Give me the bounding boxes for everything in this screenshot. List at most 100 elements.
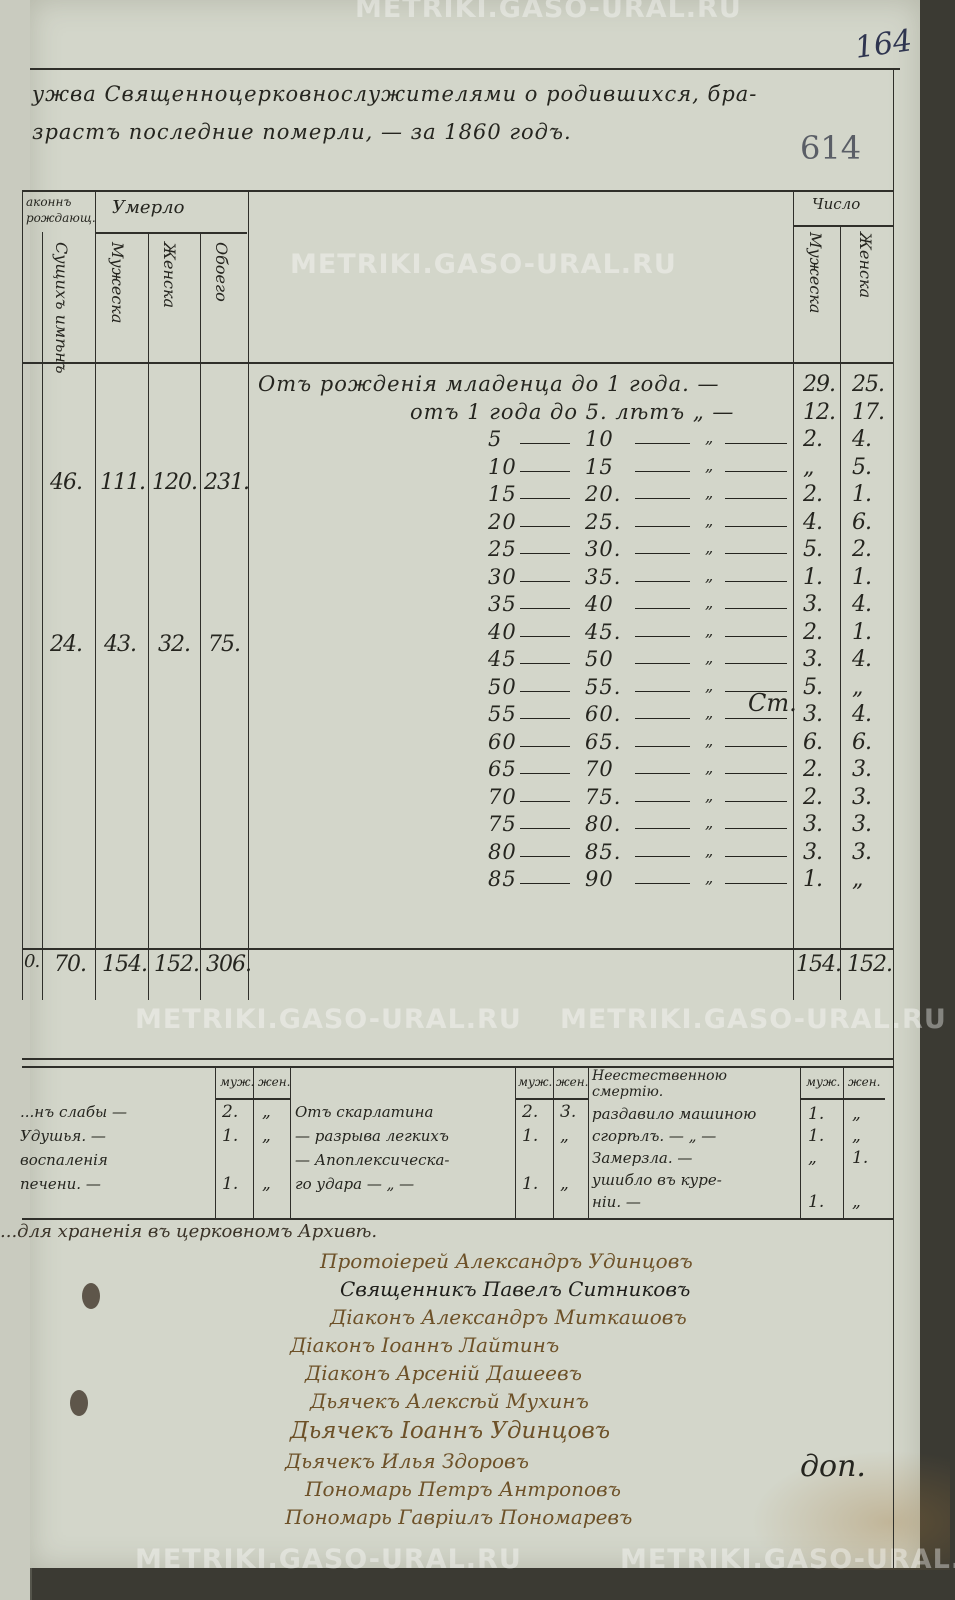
dash-line (725, 856, 787, 857)
cause-female-count: 1. (852, 1148, 869, 1168)
watermark: METRIKI.GASO-URAL.RU (355, 0, 742, 24)
age-female-count: 17. (852, 400, 885, 425)
age-female-count: 6. (852, 510, 872, 535)
age-female-count: 1. (852, 482, 872, 507)
age-from: 5 (488, 427, 503, 451)
ditto-mark: „ (705, 483, 714, 502)
ditto-mark: „ (705, 621, 714, 640)
age-from: 80 (488, 840, 517, 864)
age-to: 60. (585, 702, 622, 726)
cause-label: Удушья. — (20, 1127, 106, 1145)
age-female-count: 4. (852, 647, 872, 672)
dash-line (520, 526, 570, 527)
col-head-female: Женска (160, 242, 179, 309)
dash-line (520, 471, 570, 472)
age-to: 30. (585, 537, 622, 561)
dash-line (635, 526, 690, 527)
ditto-mark: „ (705, 813, 714, 832)
age-from: 10 (488, 455, 517, 479)
col-head-male: Мужеска (108, 242, 127, 324)
binding-hole (70, 1390, 88, 1416)
total-female: 152. (847, 952, 893, 977)
dash-line (725, 443, 787, 444)
age-male-count: 2. (803, 482, 823, 507)
age-male-count: 29. (803, 372, 836, 397)
cause-female-count: „ (560, 1174, 569, 1194)
cause-male-count: 2. (522, 1102, 539, 1122)
left-r1-c2: 111. (100, 470, 146, 495)
ditto-mark: „ (705, 428, 714, 447)
col-line (588, 1066, 590, 1218)
age-to: 25. (585, 510, 622, 534)
sub-rule (215, 1098, 290, 1100)
dash-line (635, 883, 690, 884)
ditto-mark: „ (705, 676, 714, 695)
t2-head-male-2: муж. (518, 1075, 553, 1089)
total-c1: 70. (54, 952, 87, 977)
cause-male-count: 1. (522, 1174, 539, 1194)
left-r1-c4: 231. (204, 470, 250, 495)
age-to: 65. (585, 730, 622, 754)
left-r2-c3: 32. (158, 632, 191, 657)
age-female-count: „ (852, 867, 863, 892)
col-line (793, 190, 795, 1000)
ditto-mark: „ (705, 841, 714, 860)
cause-male-count: 2. (222, 1102, 239, 1122)
water-stain (750, 1450, 950, 1570)
dash-line (520, 856, 570, 857)
dash-line (635, 636, 690, 637)
dash-line (725, 801, 787, 802)
dash-line (635, 443, 690, 444)
cause-female-count: „ (852, 1104, 861, 1124)
age-male-count: 2. (803, 620, 823, 645)
signature: Діаконъ Александръ Миткашовъ (330, 1305, 687, 1329)
age-from: 45 (488, 647, 517, 671)
signature: Дьячекъ Іоаннъ Удинцовъ (290, 1418, 611, 1444)
t2-head-female-1: жен. (258, 1075, 291, 1089)
age-female-count: 3. (852, 840, 872, 865)
ditto-mark: „ (705, 758, 714, 777)
left-r2-c2: 43. (104, 632, 137, 657)
dash-line (725, 471, 787, 472)
cause-label: сгорѣлъ. — „ — (592, 1127, 717, 1145)
col-line (840, 225, 842, 1000)
dash-line (520, 608, 570, 609)
dash-line (725, 773, 787, 774)
dash-line (635, 856, 690, 857)
age-to: 10 (585, 427, 614, 451)
watermark: METRIKI.GASO-URAL.RU (620, 1544, 955, 1575)
cause-female-count: „ (560, 1126, 569, 1146)
ditto-mark: „ (705, 566, 714, 585)
age-row-label: Отъ рожденія младенца до 1 года. — (258, 372, 720, 396)
col-line (843, 1066, 845, 1218)
rule-top (30, 68, 900, 70)
age-from: 55 (488, 702, 517, 726)
age-to: 15 (585, 455, 614, 479)
cause-female-count: „ (852, 1126, 861, 1146)
total-c4: 306. (206, 952, 252, 977)
table1-totals-rule (22, 948, 894, 950)
col-line (248, 190, 250, 1000)
cause-label: воспаленія (20, 1151, 108, 1169)
age-male-count: 1. (803, 867, 823, 892)
age-to: 80. (585, 812, 622, 836)
cause-label: раздавило машиною (592, 1105, 757, 1123)
age-from: 25 (488, 537, 517, 561)
dash-line (725, 663, 787, 664)
cause-female-count: „ (262, 1174, 271, 1194)
ditto-mark: „ (705, 786, 714, 805)
age-row-label: отъ 1 года до 5. лѣтъ „ — (410, 400, 735, 424)
stamp-note: доп. (800, 1449, 866, 1484)
age-male-count: 1. (803, 565, 823, 590)
col-line (215, 1066, 217, 1218)
cause-male-count: „ (808, 1148, 817, 1168)
cause-male-count: 1. (808, 1192, 825, 1212)
cause-female-count: „ (262, 1102, 271, 1122)
dash-line (635, 471, 690, 472)
age-from: 65 (488, 757, 517, 781)
dash-line (725, 581, 787, 582)
signature: Діаконъ Іоаннъ Лайтинъ (290, 1333, 560, 1357)
cause-label: печени. — (20, 1175, 101, 1193)
age-to: 35. (585, 565, 622, 589)
dash-line (725, 746, 787, 747)
